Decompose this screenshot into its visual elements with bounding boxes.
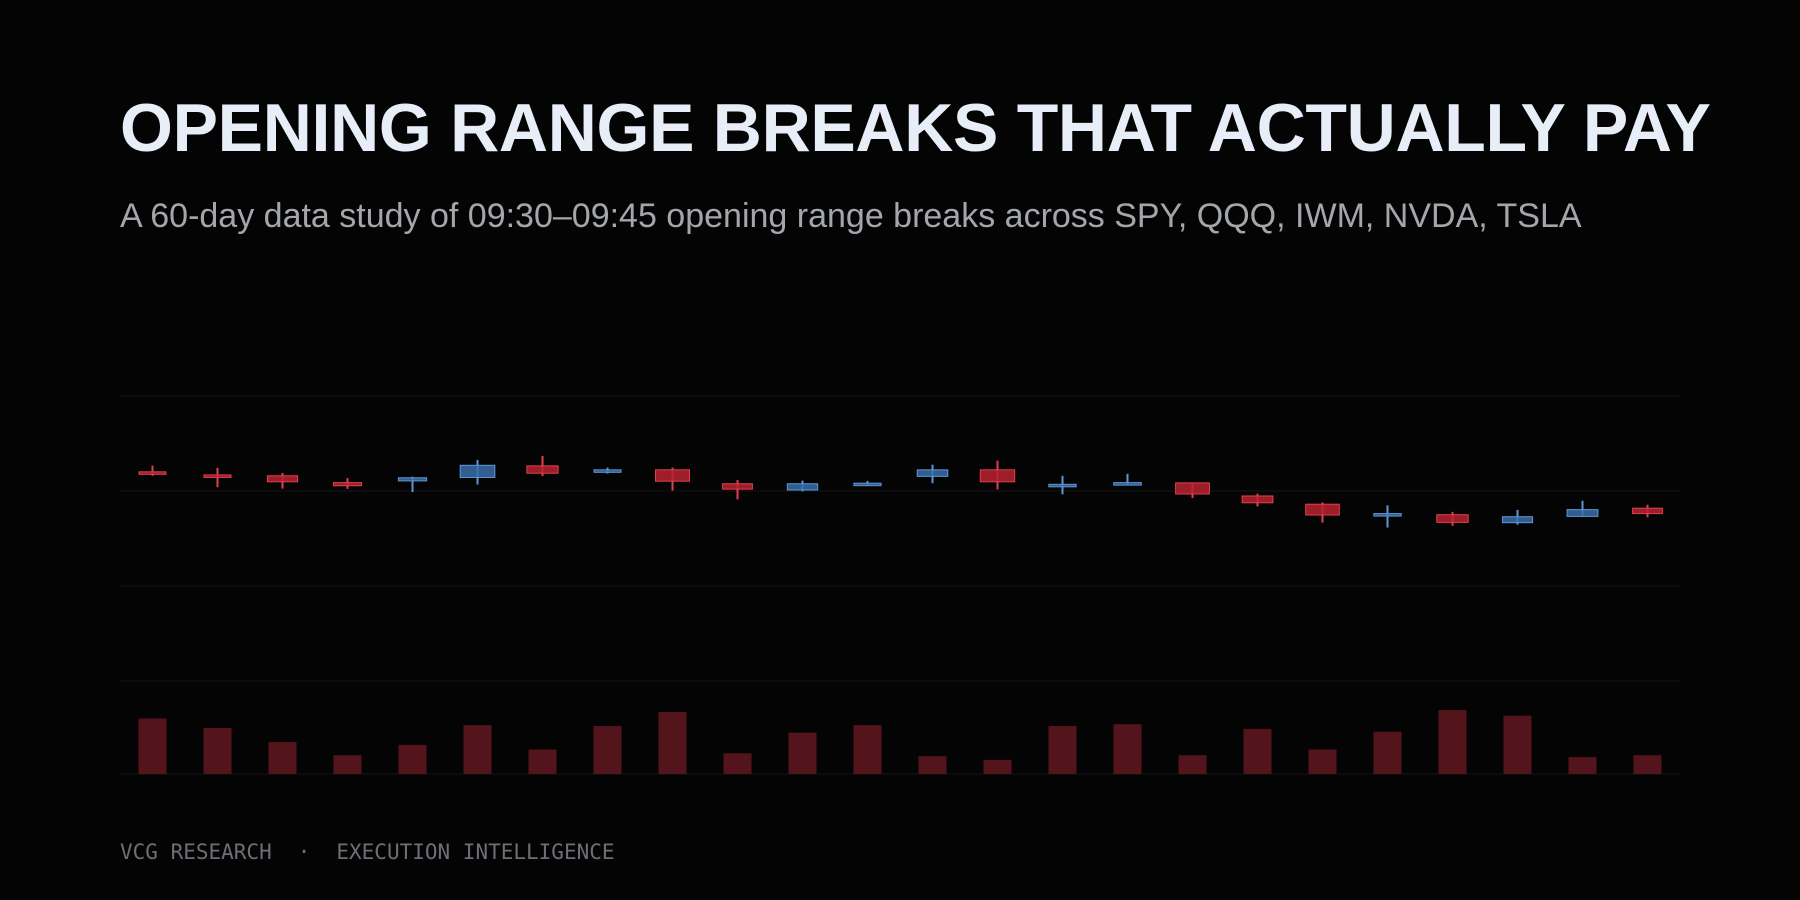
candle-down bbox=[332, 478, 363, 489]
volume-bar bbox=[983, 759, 1012, 774]
candle-down bbox=[1632, 504, 1663, 518]
candle-up bbox=[397, 476, 428, 492]
candle-body bbox=[1113, 482, 1142, 486]
volume-bar bbox=[268, 742, 297, 774]
candle-body bbox=[1373, 513, 1402, 517]
candle-up bbox=[1501, 509, 1534, 525]
volume-bar bbox=[1503, 715, 1532, 774]
candle-body bbox=[332, 482, 363, 487]
candle-body bbox=[1501, 516, 1534, 524]
candle-up bbox=[593, 467, 622, 474]
candlestick-series bbox=[138, 455, 1663, 528]
candle-down bbox=[979, 460, 1016, 490]
candle-body bbox=[786, 483, 819, 491]
candle-down bbox=[1436, 511, 1469, 526]
candle-down bbox=[526, 455, 559, 477]
candle-body bbox=[459, 464, 496, 479]
candle-down bbox=[138, 465, 167, 476]
candle-body bbox=[722, 483, 753, 490]
candle-up bbox=[916, 464, 949, 484]
volume-bar bbox=[1438, 710, 1467, 774]
volume-bar bbox=[1633, 755, 1662, 774]
volume-bar bbox=[138, 718, 167, 774]
volume-bar bbox=[593, 726, 622, 774]
candle-up bbox=[459, 459, 496, 485]
volume-bar bbox=[1568, 757, 1597, 774]
volume-bar bbox=[333, 755, 362, 774]
volume-bar bbox=[463, 725, 492, 774]
candle-down bbox=[266, 472, 299, 489]
candle-body bbox=[1632, 507, 1663, 515]
page-subtitle: A 60-day data study of 09:30–09:45 openi… bbox=[120, 197, 1582, 235]
candle-body bbox=[1436, 514, 1469, 523]
candle-body bbox=[526, 465, 559, 474]
candle-body bbox=[1241, 495, 1274, 504]
footer-separator: · bbox=[297, 840, 311, 864]
chart-grid bbox=[120, 395, 1680, 775]
candle-down bbox=[203, 467, 232, 488]
volume-bar bbox=[203, 727, 232, 774]
candle-up bbox=[786, 480, 819, 492]
candle-up bbox=[1048, 475, 1077, 495]
volume-bar bbox=[1113, 724, 1142, 774]
volume-bar bbox=[1243, 728, 1272, 774]
candle-body bbox=[138, 471, 167, 475]
candle-body bbox=[1048, 483, 1077, 488]
candle-up bbox=[1113, 473, 1142, 486]
candle-body bbox=[1305, 503, 1340, 516]
candle-body bbox=[593, 469, 622, 473]
volume-bar bbox=[528, 749, 557, 774]
volume-bar bbox=[918, 756, 947, 774]
footer-brand: VCG RESEARCH bbox=[120, 840, 272, 864]
footer: VCG RESEARCH · EXECUTION INTELLIGENCE bbox=[120, 838, 615, 866]
candle-down bbox=[1241, 493, 1274, 507]
candle-body bbox=[1566, 509, 1599, 517]
candle-down bbox=[1305, 502, 1340, 523]
candle-body bbox=[979, 469, 1016, 483]
volume-bar bbox=[788, 732, 817, 774]
candle-body bbox=[266, 475, 299, 483]
candle-body bbox=[397, 477, 428, 482]
volume-bar bbox=[1178, 755, 1207, 774]
volume-bar bbox=[658, 711, 687, 774]
volume-bar bbox=[398, 744, 427, 774]
volume-bar bbox=[1308, 749, 1337, 774]
candle-body bbox=[1175, 482, 1210, 495]
volume-bar bbox=[1373, 731, 1402, 774]
candle-body bbox=[203, 474, 232, 478]
page-title: OPENING RANGE BREAKS THAT ACTUALLY PAY bbox=[120, 90, 1711, 166]
volume-bar bbox=[853, 725, 882, 774]
candle-up bbox=[1566, 500, 1599, 517]
candle-body bbox=[655, 469, 690, 482]
volume-bar bbox=[723, 753, 752, 774]
candle-body bbox=[916, 469, 949, 477]
candle-body bbox=[853, 482, 882, 487]
candle-up bbox=[853, 480, 882, 487]
candle-up bbox=[1373, 505, 1402, 528]
volume-bar bbox=[1048, 726, 1077, 774]
volume-bars bbox=[138, 710, 1662, 774]
candle-down bbox=[1175, 482, 1210, 498]
candle-down bbox=[722, 480, 753, 500]
footer-tagline: EXECUTION INTELLIGENCE bbox=[336, 840, 615, 864]
candle-down bbox=[655, 467, 690, 491]
